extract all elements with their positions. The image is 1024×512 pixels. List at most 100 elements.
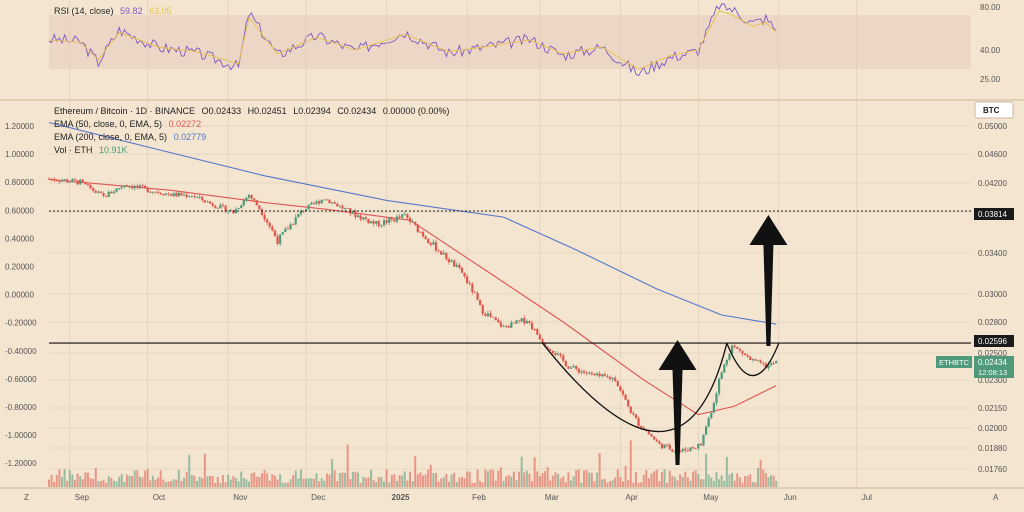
candle-body [466,276,469,283]
candle-body [738,348,741,351]
candle-body [115,188,118,192]
left-tick: 0.60000 [5,206,34,215]
candle-body [203,200,206,203]
left-tick: 1.00000 [5,150,34,159]
candle-body [55,180,58,182]
volume-bar [157,477,160,487]
volume-bar [380,477,383,487]
volume-bar [502,480,505,487]
volume-bar [344,472,347,487]
candle-body [232,210,235,214]
volume-bar [442,477,445,487]
volume-bar [666,482,669,487]
volume-bar [598,453,601,487]
right-axis[interactable]: 0.050000.046000.042000.038000.034000.030… [978,122,1007,474]
volume-bar [551,475,554,487]
candle-body [608,377,612,380]
candle-body [510,322,513,328]
timezone-toggle[interactable]: Z [24,493,29,502]
ema50-legend[interactable]: EMA (50, close, 0, EMA, 5) 0.02272 [54,119,205,129]
candle-body [338,205,341,207]
volume-bar [294,470,297,487]
level-badge-neckline [974,335,1014,347]
volume-bar [557,473,560,487]
volume-bar [292,475,295,487]
volume-bar [484,469,487,487]
candle-body [388,217,391,223]
volume-bar [663,469,666,487]
volume-bar [110,478,113,487]
rsi-layer [48,3,777,77]
currency-badge[interactable] [974,101,1014,119]
candle-body [733,345,736,347]
volume-bar [370,469,373,487]
candle-body [71,179,74,182]
volume-bar [533,457,536,487]
candle-body [624,394,627,400]
candle-body [416,224,419,233]
candle-body [159,192,162,195]
volume-bar [427,469,430,487]
volume-bar [338,473,341,487]
candle-body [182,194,186,196]
price-tick: 0.04600 [978,150,1007,159]
volume-bar [445,473,448,487]
volume-bar [302,478,305,487]
volume-bar [642,474,645,487]
rsi-legend[interactable]: RSI (14, close) 59.82 63.05 [54,6,176,16]
ema200-legend[interactable]: EMA (200, close, 0, EMA, 5) 0.02779 [54,132,210,142]
ema200-label: EMA (200, close, 0, EMA, 5) [54,132,168,142]
volume-bar [409,471,412,487]
volume-bar [76,473,79,487]
candle-body [76,180,79,185]
candle-body [476,292,479,300]
candle-body [260,209,264,216]
volume-bar [505,476,508,487]
volume-bar [383,481,386,487]
candle-body [689,447,692,451]
volume-bar [68,470,71,487]
candle-body [151,191,154,193]
volume-legend[interactable]: Vol · ETH 10.91K [54,145,132,155]
candle-body [406,214,409,218]
candle-body [533,329,536,330]
candle-body [720,372,723,379]
candle-body [305,209,308,212]
candle-body [118,187,121,189]
candle-body [198,196,201,198]
volume-bar [398,475,401,487]
volume-bar [549,480,552,487]
symbol-legend[interactable]: Ethereum / Bitcoin · 1D · BINANCE O0.024… [54,106,453,116]
candle-body [419,232,422,233]
candle-body [273,230,277,237]
volume-bar [528,473,531,487]
pattern-layer [541,215,788,465]
candle-body [463,272,466,277]
volume-bar [273,475,276,487]
candle-body [107,191,110,197]
candle-body [725,359,728,365]
candle-body [99,191,103,194]
volume-bar [655,469,658,487]
candle-body [530,322,534,330]
volume-bar [258,476,261,487]
volume-bar [653,471,656,487]
candle-body [562,355,565,361]
time-label: Jul [862,493,872,502]
candle-body [486,313,490,316]
candle-body [180,192,183,196]
volume-bar [354,471,357,487]
candle-body [193,196,196,198]
time-axis[interactable]: Sep Oct Nov Dec 2025 Feb Mar Apr May Jun Jul [75,493,872,502]
candle-body [473,292,477,293]
candle-body [208,201,212,204]
candle-body [356,215,360,218]
left-tick: 0.40000 [5,234,34,243]
left-tick: -0.80000 [5,403,37,412]
candle-body [710,412,713,419]
ohlc-high: H0.02451 [247,106,287,116]
candle-body [603,374,606,377]
auto-scale-toggle[interactable]: A [993,493,999,502]
